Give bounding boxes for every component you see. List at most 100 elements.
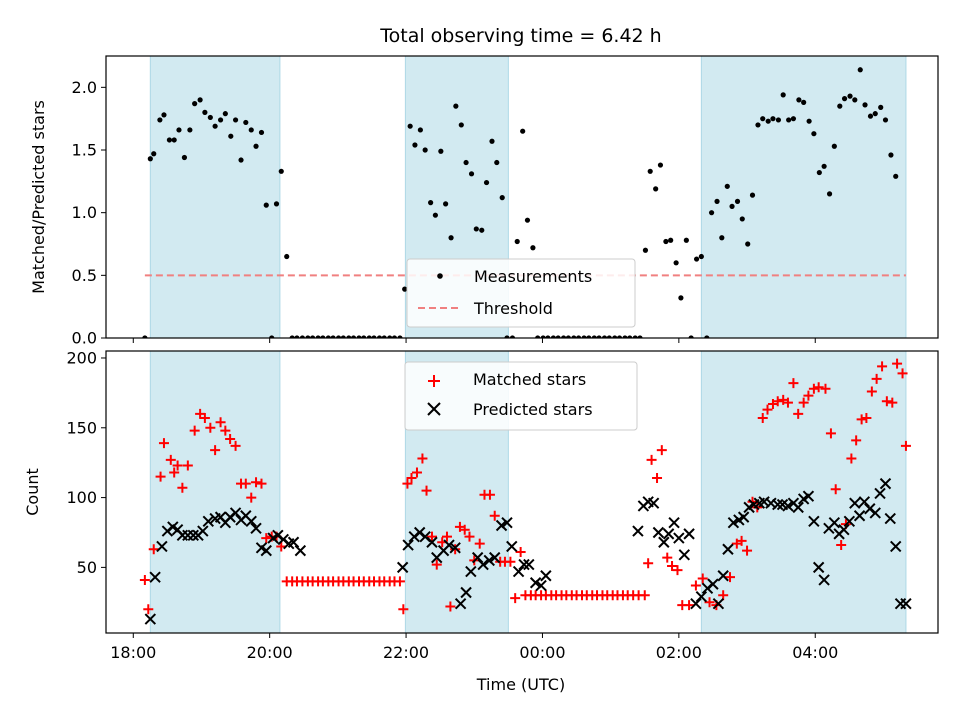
predicted-point — [853, 510, 866, 522]
measurement-point — [801, 99, 807, 105]
measurement-point — [586, 335, 592, 338]
matched-point — [762, 404, 773, 415]
predicted-point — [690, 597, 702, 610]
measurement-point — [775, 117, 782, 123]
measurement-point — [310, 335, 316, 338]
matched-point — [851, 435, 862, 446]
measurement-point — [315, 335, 321, 338]
measurement-point — [248, 127, 254, 133]
x-tick-label: 04:00 — [792, 643, 838, 662]
x-tick-label: 02:00 — [656, 643, 702, 662]
measurement-point — [857, 67, 863, 73]
predicted-point — [477, 558, 489, 571]
measurement-point — [412, 142, 418, 148]
measurement-point — [867, 113, 874, 119]
top-plot-frame — [105, 55, 939, 339]
predicted-point — [294, 544, 307, 557]
y-tick-label: 0.5 — [72, 266, 97, 285]
matched-point — [505, 556, 516, 567]
measurement-point — [212, 123, 218, 129]
measurement-point — [320, 335, 326, 338]
measurement-point — [821, 163, 827, 169]
matched-point — [856, 414, 867, 425]
measurement-point — [852, 97, 858, 103]
measurement-point — [340, 335, 346, 338]
measurement-point — [361, 335, 367, 338]
measurement-point — [171, 137, 177, 143]
matched-point — [646, 454, 657, 465]
predicted-point — [828, 517, 841, 529]
y-tick-label: 50 — [77, 558, 97, 577]
matched-point — [172, 460, 183, 471]
measurement-point — [376, 335, 383, 338]
matched-point — [210, 445, 221, 456]
matched-point — [431, 559, 442, 570]
measurement-point — [192, 101, 198, 107]
measurement-point — [142, 335, 148, 338]
predicted-point — [506, 540, 518, 553]
measurement-point — [561, 335, 567, 338]
x-tick-label: 20:00 — [247, 643, 293, 662]
predicted-point — [737, 511, 750, 523]
predicted-point — [652, 526, 665, 539]
top-panel: 0.00.51.01.52.0 Matched/Predicted stars … — [29, 55, 939, 348]
matched-point — [230, 440, 241, 451]
predicted-point — [523, 558, 535, 571]
matched-point — [189, 425, 200, 436]
matched-point — [846, 453, 857, 464]
matched-point — [887, 397, 898, 408]
measurement-point — [780, 92, 786, 98]
measurement-point — [591, 335, 597, 338]
matched-point — [158, 438, 169, 449]
matched-point — [656, 445, 667, 456]
predicted-point — [540, 570, 552, 582]
top-y-axis-label: Matched/Predicted stars — [29, 100, 48, 294]
predicted-point — [156, 540, 168, 553]
predicted-point — [673, 532, 685, 544]
predicted-point — [426, 536, 438, 548]
observing-window — [149, 55, 281, 339]
y-tick-label: 200 — [66, 348, 97, 367]
measurement-point — [269, 335, 275, 338]
measurement-point — [708, 210, 715, 216]
measurement-point — [346, 335, 352, 338]
measurement-point — [678, 295, 684, 301]
matched-point — [205, 422, 216, 433]
measurement-point — [790, 116, 797, 122]
measurement-point — [862, 102, 868, 108]
measurement-point — [278, 168, 284, 174]
matched-point — [464, 531, 475, 542]
measurement-point — [729, 203, 735, 209]
bottom-plot-frame — [105, 350, 939, 634]
measurement-point — [468, 171, 475, 177]
measurement-point — [524, 217, 531, 223]
matched-point — [662, 552, 673, 563]
matched-point — [143, 604, 154, 615]
count-marks — [139, 358, 912, 625]
matched-point — [861, 413, 872, 424]
predicted-point — [396, 561, 409, 574]
measurement-point — [284, 253, 290, 260]
measurement-point — [448, 235, 454, 241]
predicted-point — [683, 528, 695, 540]
predicted-point — [668, 517, 680, 529]
measurement-point — [683, 237, 689, 243]
predicted-point — [792, 501, 804, 514]
x-tick-label: 22:00 — [383, 643, 429, 662]
measurement-point — [253, 143, 259, 149]
predicted-point — [900, 597, 912, 610]
measurement-point — [826, 191, 833, 197]
measurement-point — [335, 335, 342, 338]
matched-point — [182, 460, 193, 471]
matched-point — [704, 597, 715, 608]
measurement-point — [202, 109, 208, 115]
measurement-point — [816, 169, 822, 176]
matched-point — [225, 433, 236, 444]
predicted-point — [712, 597, 725, 610]
measurement-point — [494, 159, 500, 166]
matched-point — [697, 573, 708, 584]
measurement-point — [739, 216, 745, 222]
measurement-point — [601, 335, 608, 338]
top-legend-frame — [406, 258, 636, 328]
measurement-point — [571, 335, 577, 338]
